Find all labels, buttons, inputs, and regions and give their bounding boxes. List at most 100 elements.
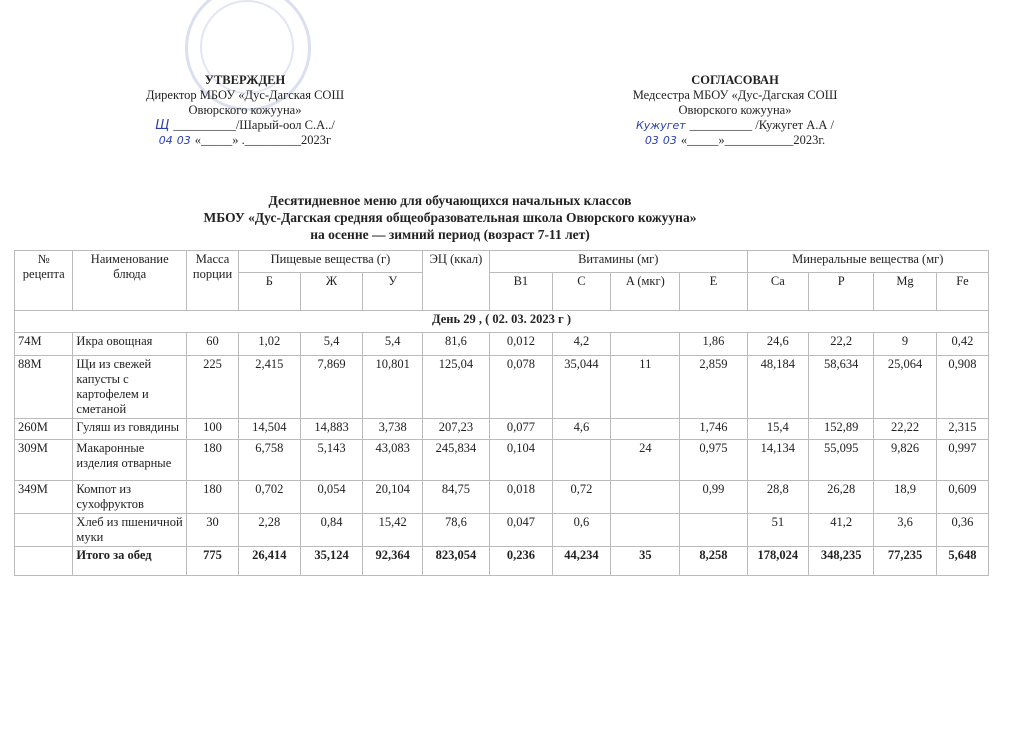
table-cell: 55,095 — [808, 439, 875, 481]
subheader: Б — [237, 272, 301, 311]
table-cell: 48,184 — [746, 355, 810, 419]
total-row: Итого за обед 775 26,414 35,124 92,364 823,05… — [13, 546, 990, 576]
subheader: У — [362, 272, 423, 311]
total-cell: 92,364 — [362, 546, 423, 576]
total-cell: 348,235 — [808, 546, 875, 576]
table-cell: 60 — [186, 332, 239, 356]
table-cell: 1,746 — [679, 418, 748, 440]
approved-line2: Овюрского кожууна» — [188, 103, 302, 117]
table-cell: 2,859 — [679, 355, 748, 419]
title-line3: на осенне — зимний период (возраст 7-11 … — [310, 227, 590, 242]
table-cell: 0,908 — [935, 355, 990, 419]
table-cell: 4,2 — [551, 332, 612, 356]
table-cell: Хлеб из пшеничной муки — [72, 513, 188, 547]
table-cell: 58,634 — [808, 355, 875, 419]
header-energy: ЭЦ (ккал) — [421, 250, 491, 311]
table-row: 260М Гуляш из говядины 100 14,504 14,883 3,73… — [13, 418, 990, 440]
table-cell: 0,609 — [935, 480, 990, 514]
table-cell: 43,083 — [362, 439, 423, 481]
table-cell — [551, 439, 612, 481]
menu-table: № рецепта Наименование блюда Масса порци… — [13, 250, 990, 576]
table-cell: 180 — [186, 439, 239, 481]
table-cell: 15,42 — [362, 513, 423, 547]
table-cell: 26,28 — [808, 480, 875, 514]
agreed-line2: Овюрского кожууна» — [678, 103, 792, 117]
table-cell: 28,8 — [746, 480, 810, 514]
table-cell: 0,72 — [551, 480, 612, 514]
header-recipe: № рецепта — [13, 250, 74, 311]
table-cell: 51 — [746, 513, 810, 547]
total-cell: 26,414 — [237, 546, 301, 576]
approved-sig-day: 04 — [158, 134, 173, 147]
table-cell: 18,9 — [873, 480, 937, 514]
table-cell: 0,997 — [935, 439, 990, 481]
day-row: День 29 , ( 02. 03. 2023 г ) — [14, 310, 989, 333]
table-row: Хлеб из пшеничной муки 30 2,28 0,84 15,42 78,… — [13, 513, 990, 547]
table-cell: 100 — [186, 418, 239, 440]
table-cell: 4,6 — [551, 418, 612, 440]
table-cell: 349М — [13, 480, 74, 514]
total-cell: 8,258 — [679, 546, 748, 576]
title-line1: Десятидневное меню для обучающихся начал… — [268, 193, 632, 208]
table-row: 309М Макаронные изделия отварные 180 6,758 5… — [13, 439, 990, 481]
header-minerals: Минеральные вещества (мг) — [746, 250, 990, 273]
total-cell: 35,124 — [299, 546, 364, 576]
table-cell: 24,6 — [746, 332, 810, 356]
total-cell: 35 — [610, 546, 681, 576]
agreed-line3: __________ /Кужугет А.А / — [689, 118, 835, 132]
agreed-line1: Медсестра МБОУ «Дус-Дагская СОШ — [632, 88, 838, 102]
approved-line3: __________/Шарый-оол С.А../ — [173, 118, 335, 132]
table-cell: 11 — [610, 355, 681, 419]
table-cell — [13, 513, 74, 547]
table-cell: Компот из сухофруктов — [72, 480, 188, 514]
table-cell: 0,104 — [489, 439, 553, 481]
table-cell: 74М — [13, 332, 74, 356]
table-cell: Гуляш из говядины — [72, 418, 188, 440]
table-cell: 0,6 — [551, 513, 612, 547]
table-cell: 0,018 — [489, 480, 553, 514]
table-cell: 6,758 — [237, 439, 301, 481]
subheader: C — [551, 272, 612, 311]
table-cell — [610, 513, 681, 547]
subheader: Ж — [299, 272, 364, 311]
table-cell: 152,89 — [808, 418, 875, 440]
school-stamp — [185, 0, 311, 111]
table-cell: 14,883 — [299, 418, 364, 440]
table-cell: 2,28 — [237, 513, 301, 547]
table-cell: 0,702 — [237, 480, 301, 514]
document-title: Десятидневное меню для обучающихся начал… — [90, 192, 810, 243]
total-cell: 77,235 — [873, 546, 937, 576]
table-cell: 0,84 — [299, 513, 364, 547]
table-cell: 15,4 — [746, 418, 810, 440]
table-cell: 1,86 — [679, 332, 748, 356]
subheader: Ca — [746, 272, 810, 311]
table-cell: Щи из свежей капусты с картофелем и смет… — [72, 355, 188, 419]
school-stamp-inner — [200, 0, 294, 94]
table-cell: 0,012 — [489, 332, 553, 356]
table-cell: 88М — [13, 355, 74, 419]
table-cell — [679, 513, 748, 547]
table-cell: 25,064 — [873, 355, 937, 419]
table-cell: 81,6 — [421, 332, 491, 356]
table-cell: 10,801 — [362, 355, 423, 419]
header-nutrients: Пищевые вещества (г) — [237, 250, 423, 273]
table-cell: 14,134 — [746, 439, 810, 481]
table-cell: 260М — [13, 418, 74, 440]
table-cell: Макаронные изделия отварные — [72, 439, 188, 481]
table-cell: 84,75 — [421, 480, 491, 514]
table-cell: Икра овощная — [72, 332, 188, 356]
approved-block: УТВЕРЖДЕН Директор МБОУ «Дус-Дагская СОШ… — [100, 73, 390, 148]
table-cell: 30 — [186, 513, 239, 547]
table-cell: 24 — [610, 439, 681, 481]
agreed-line4: «_____»___________2023г. — [680, 133, 826, 147]
approved-line1: Директор МБОУ «Дус-Дагская СОШ — [145, 88, 345, 102]
total-cell — [13, 546, 74, 576]
table-cell: 9 — [873, 332, 937, 356]
total-cell: 178,024 — [746, 546, 810, 576]
table-cell: 20,104 — [362, 480, 423, 514]
total-cell: 0,236 — [489, 546, 553, 576]
table-cell: 0,054 — [299, 480, 364, 514]
table-cell — [610, 418, 681, 440]
nurse-signature: Кужугет — [635, 119, 686, 132]
table-cell: 5,4 — [362, 332, 423, 356]
